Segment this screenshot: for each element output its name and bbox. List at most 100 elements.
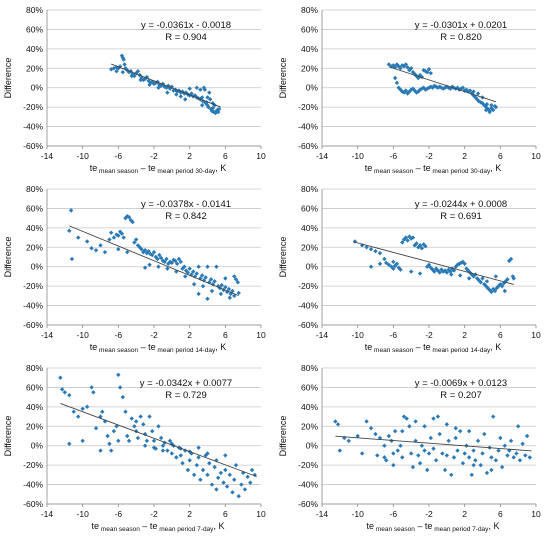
- x-tick-label: 6: [498, 151, 503, 161]
- x-tick-label: -2: [425, 330, 433, 340]
- data-point: [125, 214, 130, 219]
- data-point: [151, 438, 157, 444]
- data-point: [214, 487, 219, 492]
- data-point: [218, 470, 224, 476]
- data-point: [132, 240, 137, 245]
- data-point: [433, 458, 439, 463]
- data-point: [138, 77, 143, 83]
- data-point: [404, 416, 409, 421]
- data-point: [109, 230, 114, 235]
- data-point: [160, 258, 166, 264]
- data-point: [200, 283, 206, 289]
- y-tick-label: -60%: [23, 320, 43, 330]
- data-point: [233, 277, 239, 282]
- y-tick-label: 60%: [26, 24, 43, 34]
- data-point: [453, 426, 458, 431]
- trend-line: [60, 403, 257, 477]
- data-point: [142, 265, 148, 270]
- x-axis-label-dash: – te: [413, 163, 431, 173]
- data-point: [129, 416, 134, 421]
- data-point: [426, 262, 432, 267]
- r-value: R = 0.207: [440, 390, 481, 401]
- data-point: [502, 288, 507, 294]
- x-tick-label: 2: [462, 509, 467, 519]
- data-point: [386, 433, 392, 439]
- x-axis-label-main1: te: [90, 342, 98, 352]
- data-point: [235, 280, 241, 285]
- data-point: [158, 83, 164, 88]
- data-point: [223, 284, 228, 290]
- r-value: R = 0.820: [440, 32, 481, 43]
- data-point: [183, 274, 188, 279]
- y-tick-label: 60%: [26, 382, 43, 392]
- x-tick-label: 6: [223, 151, 228, 161]
- data-point: [484, 279, 490, 284]
- data-point: [191, 472, 197, 478]
- data-point: [432, 269, 437, 274]
- data-point: [117, 385, 123, 390]
- chart-panel-2: 80% 60% 40% 20% 0% -20% -40% -60% -14 -10 -6 -2 2 6 10…: [275, 0, 550, 179]
- data-point: [451, 268, 457, 273]
- data-point: [400, 455, 405, 460]
- y-axis-label: Difference: [278, 58, 288, 99]
- data-point: [71, 409, 76, 414]
- x-axis-label-unit: , K: [488, 521, 499, 531]
- data-point: [137, 245, 142, 250]
- data-point: [156, 264, 161, 269]
- data-point: [417, 243, 423, 248]
- x-axis-label-unit: , K: [213, 521, 224, 531]
- data-point: [187, 458, 192, 463]
- x-axis-label-sub1: mean season: [372, 168, 413, 175]
- data-point: [211, 109, 216, 115]
- data-point: [207, 280, 212, 285]
- x-tick-label: -10: [77, 330, 90, 340]
- data-point: [462, 451, 467, 456]
- data-point: [146, 78, 151, 84]
- data-point: [394, 62, 400, 67]
- y-tick-label: -60%: [298, 499, 318, 509]
- x-tick-label: 6: [498, 330, 503, 340]
- data-point: [425, 69, 430, 75]
- x-tick-label: -2: [150, 509, 158, 519]
- data-point: [233, 462, 239, 468]
- data-point: [493, 274, 499, 279]
- x-axis-label: te mean season – te mean period 7-day, K: [92, 521, 225, 533]
- y-tick-label: 60%: [301, 24, 318, 34]
- data-point: [391, 266, 396, 271]
- data-point: [151, 81, 157, 87]
- x-axis-label-sub2: mean period 14-day: [431, 347, 491, 354]
- data-point: [176, 256, 182, 262]
- x-tick-label: -14: [316, 330, 329, 340]
- data-point: [408, 451, 414, 456]
- data-point: [368, 426, 374, 431]
- x-axis-label-sub1: mean season: [97, 168, 138, 175]
- y-tick-label: -20%: [298, 102, 318, 112]
- data-point: [165, 90, 170, 95]
- data-point: [93, 426, 99, 431]
- data-point: [157, 252, 162, 258]
- y-tick-label: 0%: [31, 441, 44, 451]
- trend-line: [69, 225, 239, 297]
- data-point: [493, 458, 499, 463]
- data-point: [210, 105, 216, 111]
- data-point: [212, 464, 217, 470]
- data-point: [431, 416, 436, 421]
- data-point: [209, 482, 215, 487]
- data-point: [453, 435, 458, 441]
- data-point: [523, 453, 528, 458]
- data-point: [439, 85, 444, 90]
- data-point: [199, 103, 205, 108]
- y-tick-label: 0%: [306, 83, 319, 93]
- data-point: [422, 448, 427, 453]
- data-point: [183, 97, 188, 102]
- data-point: [426, 85, 432, 90]
- regression-equation: y = -0.0378x - 0.0141: [141, 199, 231, 210]
- y-tick-label: -40%: [23, 122, 43, 132]
- data-point: [469, 472, 474, 478]
- data-point: [449, 272, 454, 277]
- data-point: [139, 75, 144, 81]
- chart-svg: 80% 60% 40% 20% 0% -20% -40% -60%-14 -10 -6 -2 2 6 10…: [3, 184, 266, 354]
- x-tick-label: 6: [223, 509, 228, 519]
- data-point: [364, 419, 369, 424]
- data-point: [480, 451, 485, 456]
